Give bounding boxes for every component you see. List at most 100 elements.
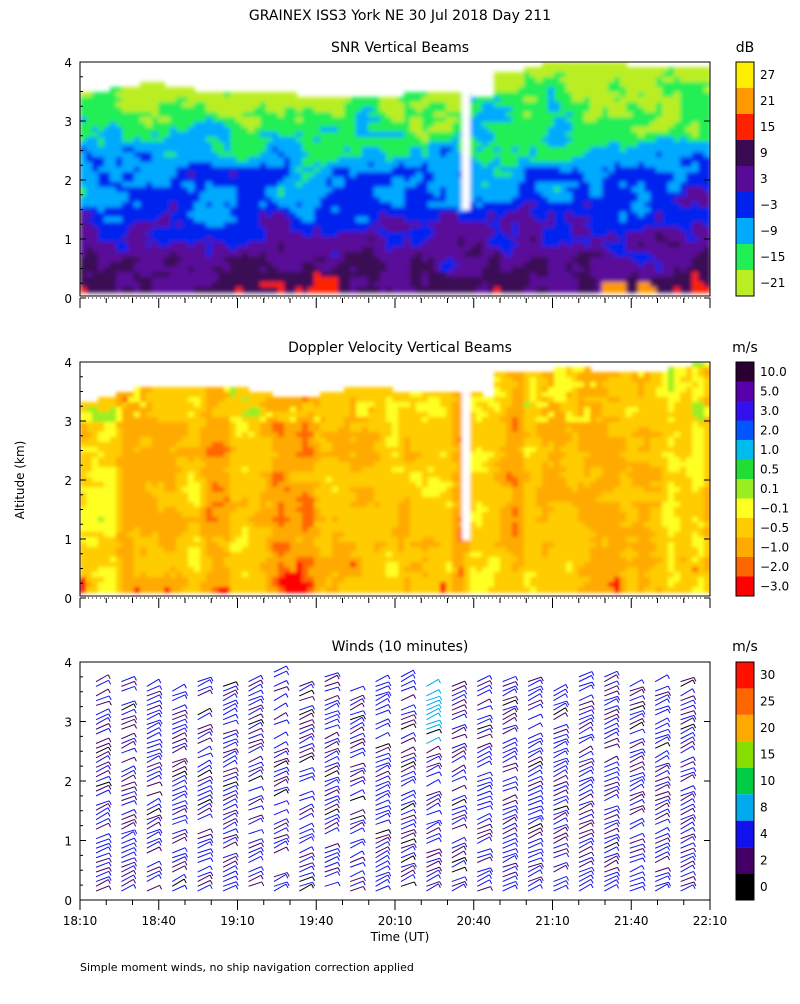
heatmap-cell xyxy=(80,287,87,293)
heatmap-cell xyxy=(650,287,657,293)
heatmap-cell xyxy=(302,287,309,293)
heatmap-cell xyxy=(152,587,159,593)
heatmap-cell xyxy=(428,287,435,293)
heatmap-cell xyxy=(386,287,393,293)
heatmap-cell xyxy=(614,287,621,293)
y-tick-label: 4 xyxy=(64,56,72,70)
heatmap-cell xyxy=(572,287,579,293)
heatmap-cell xyxy=(398,287,405,293)
heatmap-cell xyxy=(158,287,165,293)
heatmap-cell xyxy=(422,287,429,293)
heatmap-cell xyxy=(380,287,387,293)
heatmap-cell xyxy=(272,287,279,293)
heatmap-cell xyxy=(278,287,285,293)
heatmap-cell xyxy=(350,287,357,293)
heatmap-cell xyxy=(524,287,531,293)
heatmap-cell xyxy=(446,287,453,293)
heatmap-cell xyxy=(326,287,333,293)
heatmap-cell xyxy=(644,287,651,293)
heatmap-cell xyxy=(584,287,591,293)
heatmap-cell xyxy=(110,587,117,593)
heatmap-cell xyxy=(482,287,489,293)
heatmap-cell xyxy=(314,287,321,293)
heatmap-cell xyxy=(224,287,231,293)
heatmap-cell xyxy=(128,587,135,593)
heatmap-cell xyxy=(98,287,105,293)
colorbar-swatch xyxy=(736,244,754,270)
heatmap-cell xyxy=(122,587,129,593)
heatmap-cell xyxy=(464,287,471,293)
heatmap-cell xyxy=(212,287,219,293)
colorbar-swatch xyxy=(736,270,754,296)
heatmap-cell xyxy=(92,287,99,293)
colorbar-label: 3 xyxy=(760,172,768,186)
figure-ylabel: Altitude (km) xyxy=(13,441,27,520)
colorbar-label: 15 xyxy=(760,120,775,134)
heatmap-cell xyxy=(548,287,555,293)
heatmap-cell xyxy=(146,587,153,593)
heatmap-cell xyxy=(206,287,213,293)
heatmap-cell xyxy=(170,287,177,293)
y-tick-label: 1 xyxy=(64,233,72,247)
heatmap-cell xyxy=(92,587,99,593)
heatmap-cell xyxy=(452,287,459,293)
snr-panel-title: SNR Vertical Beams xyxy=(331,40,469,56)
heatmap-cell xyxy=(116,287,123,293)
heatmap-cell xyxy=(416,287,423,293)
doppler-panel-title: Doppler Velocity Vertical Beams xyxy=(288,340,512,356)
colorbar-swatch xyxy=(736,192,754,218)
y-tick-label: 2 xyxy=(64,174,72,188)
heatmap-cell xyxy=(374,287,381,293)
heatmap-cell xyxy=(134,587,141,593)
heatmap-cell xyxy=(284,287,291,293)
heatmap-cell xyxy=(182,287,189,293)
heatmap-cell xyxy=(176,287,183,293)
heatmap-cell xyxy=(578,287,585,293)
heatmap-cell xyxy=(362,287,369,293)
heatmap-cell xyxy=(410,287,417,293)
heatmap-cell xyxy=(200,287,207,293)
heatmap-cell xyxy=(518,287,525,293)
heatmap-cell xyxy=(506,287,513,293)
heatmap-cell xyxy=(134,287,141,293)
heatmap-cell xyxy=(440,287,447,293)
heatmap-cell xyxy=(638,287,645,293)
heatmap-cell xyxy=(248,287,255,293)
snr-colorbar-unit: dB xyxy=(736,40,755,56)
heatmap-cell xyxy=(560,287,567,293)
colorbar-label: 27 xyxy=(760,68,775,82)
heatmap-cell xyxy=(434,287,441,293)
heatmap-cell xyxy=(662,287,669,293)
colorbar-swatch xyxy=(736,166,754,192)
heatmap-cell xyxy=(122,287,129,293)
heatmap-cell xyxy=(266,287,273,293)
heatmap-cell xyxy=(512,287,519,293)
heatmap-cell xyxy=(116,587,123,593)
heatmap-cell xyxy=(500,287,507,293)
colorbar-label: −3 xyxy=(760,198,778,212)
heatmap-cell xyxy=(188,287,195,293)
heatmap-cell xyxy=(218,287,225,293)
heatmap-cell xyxy=(632,287,639,293)
heatmap-cell xyxy=(320,287,327,293)
colorbar-swatch xyxy=(736,218,754,244)
heatmap-cell xyxy=(140,587,147,593)
data-gap xyxy=(462,90,470,210)
heatmap-cell xyxy=(494,287,501,293)
snr-heatmap xyxy=(80,62,711,293)
heatmap-cell xyxy=(140,287,147,293)
heatmap-cell xyxy=(296,287,303,293)
heatmap-cell xyxy=(656,287,663,293)
heatmap-cell xyxy=(602,287,609,293)
heatmap-cell xyxy=(194,287,201,293)
heatmap-cell xyxy=(356,287,363,293)
heatmap-cell xyxy=(596,287,603,293)
heatmap-cell xyxy=(668,287,675,293)
heatmap-cell xyxy=(110,287,117,293)
colorbar-label: 9 xyxy=(760,146,768,160)
heatmap-cell xyxy=(260,287,267,293)
